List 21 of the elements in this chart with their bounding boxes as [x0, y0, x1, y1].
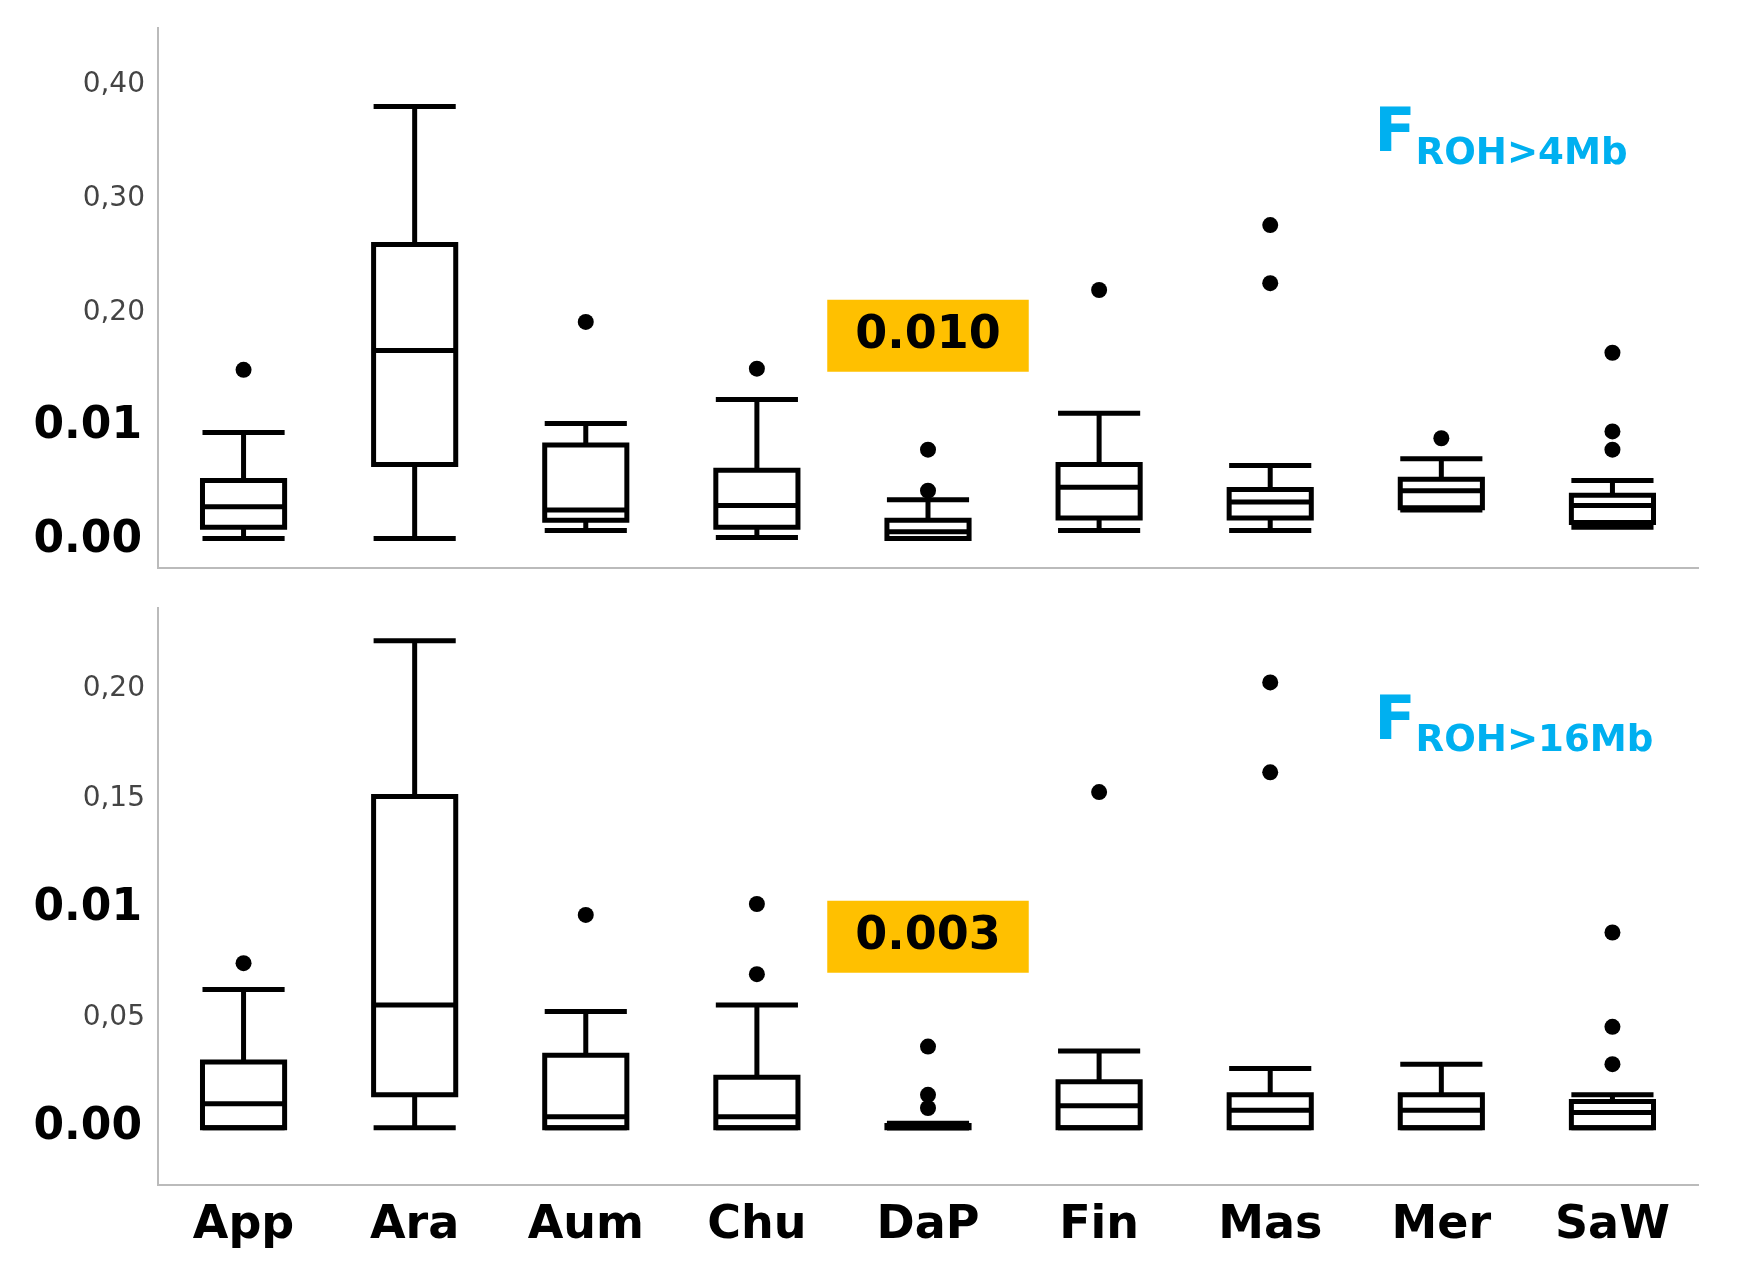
x-tick-label: Fin: [1059, 1195, 1140, 1250]
annotation: 0.003: [855, 905, 1001, 960]
x-tick-label: DaP: [876, 1195, 980, 1250]
x-tick-label: Mer: [1391, 1195, 1492, 1250]
text: 0.00: [33, 1098, 142, 1150]
x-tick-label: Aum: [527, 1195, 644, 1250]
y-tick-label: 0,30: [82, 180, 145, 214]
x-tick-label: Ara: [370, 1195, 460, 1250]
y-tick-label: 0,15: [82, 779, 145, 813]
x-tick-label: SaW: [1554, 1195, 1670, 1250]
x-tick-label: App: [192, 1195, 295, 1250]
y-tick-label: 0,20: [82, 670, 145, 704]
text: 0.01: [33, 397, 142, 449]
y-tick-label: 0,20: [82, 294, 145, 328]
x-tick-label: Mas: [1218, 1195, 1323, 1250]
text: 0.01: [33, 878, 142, 930]
text: 0.00: [33, 511, 142, 563]
y-tick-label: 0,05: [82, 999, 145, 1033]
annotation: 0.010: [855, 304, 1001, 359]
x-tick-label: Chu: [707, 1195, 807, 1250]
y-tick-label: 0,40: [82, 66, 145, 100]
